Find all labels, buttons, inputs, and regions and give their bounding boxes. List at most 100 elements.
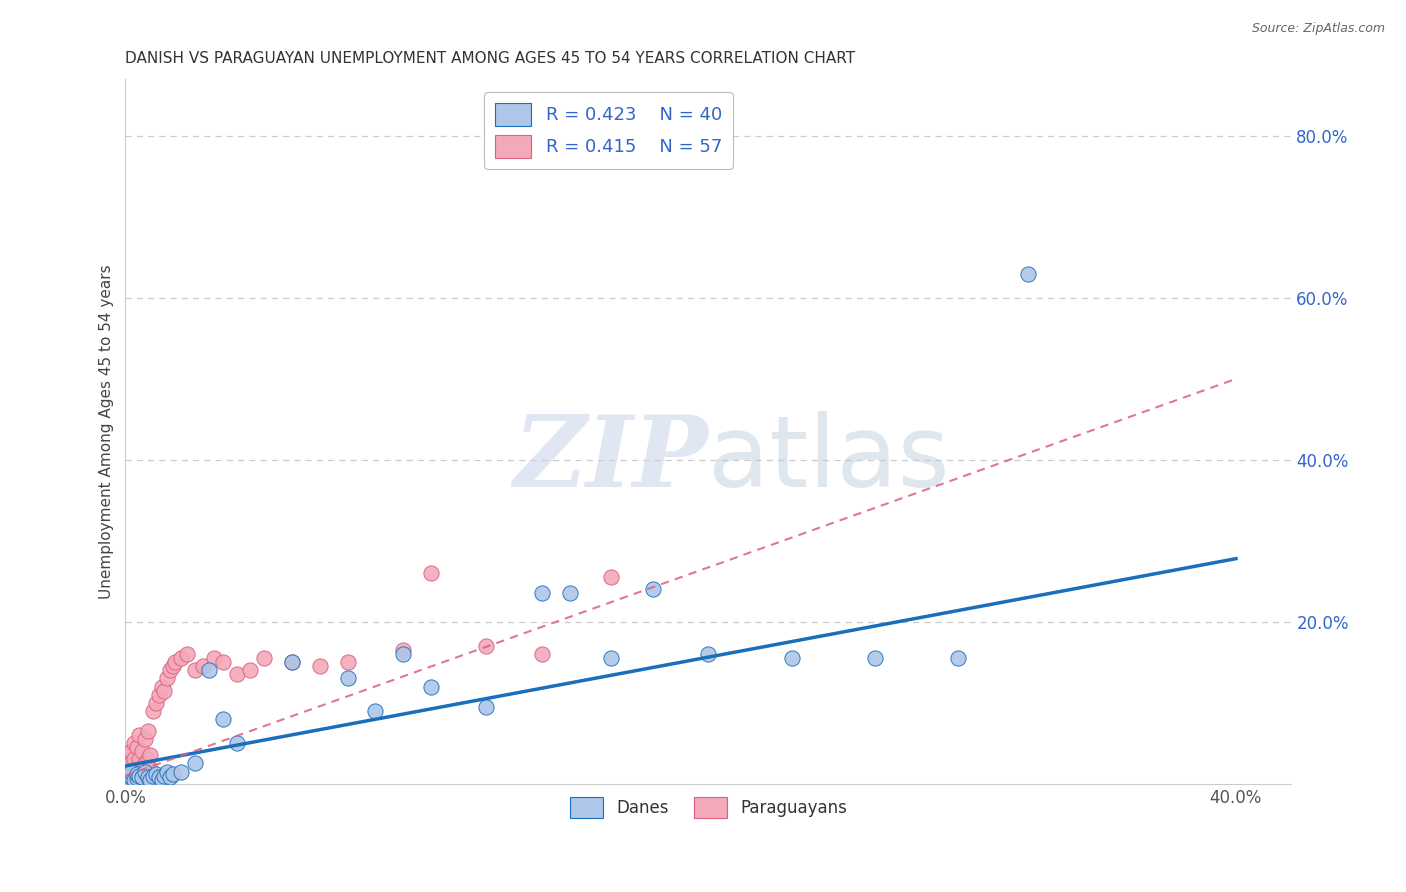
Text: DANISH VS PARAGUAYAN UNEMPLOYMENT AMONG AGES 45 TO 54 YEARS CORRELATION CHART: DANISH VS PARAGUAYAN UNEMPLOYMENT AMONG … [125,51,856,66]
Point [600,651,623,665]
Point [184,756,207,771]
Point [125,767,148,781]
Point [159,770,181,784]
Point [193,659,215,673]
Point [780,651,803,665]
Point [128,769,150,783]
Point [122,770,145,784]
Point [336,672,359,686]
Point [162,767,184,781]
Point [131,770,153,784]
Point [176,647,198,661]
Point [165,655,187,669]
Text: Source: ZipAtlas.com: Source: ZipAtlas.com [1251,22,1385,36]
Point [120,764,142,779]
Point [134,767,156,781]
Point [125,740,148,755]
Point [697,647,720,661]
Point [153,683,176,698]
Point [150,772,173,787]
Point [120,770,142,784]
Text: ZIP: ZIP [513,411,709,508]
Point [170,651,193,665]
Point [475,639,498,653]
Point [558,586,581,600]
Point [136,752,159,766]
Legend: Danes, Paraguayans: Danes, Paraguayans [562,790,853,825]
Point [120,764,142,779]
Point [530,586,553,600]
Point [863,651,886,665]
Point [122,752,145,766]
Point [122,772,145,787]
Point [170,764,193,779]
Point [148,688,170,702]
Point [162,659,184,673]
Point [122,736,145,750]
Point [148,770,170,784]
Point [202,651,225,665]
Point [1017,267,1039,281]
Text: atlas: atlas [709,411,950,508]
Point [364,704,387,718]
Point [211,655,233,669]
Point [134,764,156,779]
Point [128,752,150,766]
Point [128,762,150,776]
Point [392,647,415,661]
Point [253,651,276,665]
Point [142,769,165,783]
Point [145,696,167,710]
Point [641,582,664,597]
Point [156,672,179,686]
Point [136,770,159,784]
Point [128,770,150,784]
Point [184,664,207,678]
Point [475,699,498,714]
Y-axis label: Unemployment Among Ages 45 to 54 years: Unemployment Among Ages 45 to 54 years [100,264,114,599]
Point [136,764,159,779]
Point [419,566,441,581]
Point [948,651,970,665]
Point [142,769,165,783]
Point [153,769,176,783]
Point [156,764,179,779]
Point [125,760,148,774]
Point [131,744,153,758]
Point [281,655,304,669]
Point [131,769,153,783]
Point [134,732,156,747]
Point [145,767,167,781]
Point [600,570,623,584]
Point [336,655,359,669]
Point [117,760,139,774]
Point [134,756,156,771]
Point [117,772,139,787]
Point [159,664,181,678]
Point [117,769,139,783]
Point [120,772,142,787]
Point [308,659,330,673]
Point [125,769,148,783]
Point [131,760,153,774]
Point [117,748,139,763]
Point [117,769,139,783]
Point [419,680,441,694]
Point [281,655,304,669]
Point [125,771,148,785]
Point [136,724,159,739]
Point [120,744,142,758]
Point [197,664,219,678]
Point [139,748,162,763]
Point [122,764,145,779]
Point [530,647,553,661]
Point [211,712,233,726]
Point [225,667,247,681]
Point [392,643,415,657]
Point [128,728,150,742]
Point [139,772,162,787]
Point [150,680,173,694]
Point [225,736,247,750]
Point [139,762,162,776]
Point [120,756,142,771]
